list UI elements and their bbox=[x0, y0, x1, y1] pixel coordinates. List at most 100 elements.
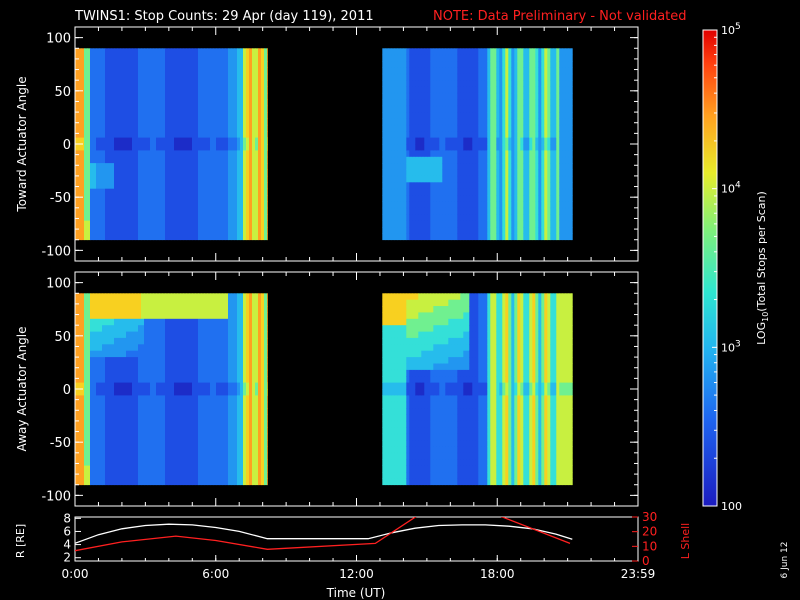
toward-heatmap-cell bbox=[153, 182, 157, 190]
toward-heatmap-cell bbox=[454, 188, 458, 196]
toward-heatmap-cell bbox=[406, 144, 410, 151]
toward-heatmap-cell bbox=[568, 163, 572, 170]
away-heatmap-cell bbox=[96, 325, 100, 332]
toward-heatmap-cell bbox=[547, 188, 551, 196]
toward-heatmap-cell bbox=[243, 61, 247, 68]
toward-heatmap-cell bbox=[439, 188, 443, 196]
away-heatmap-cell bbox=[105, 395, 109, 403]
toward-heatmap-cell bbox=[457, 131, 461, 138]
toward-heatmap-cell bbox=[445, 137, 449, 145]
toward-heatmap-cell bbox=[171, 188, 175, 196]
away-heatmap-cell bbox=[90, 395, 94, 403]
away-heatmap-cell bbox=[171, 306, 175, 313]
toward-heatmap-cell bbox=[249, 182, 253, 190]
away-heatmap-cell bbox=[75, 357, 79, 364]
away-heatmap-cell bbox=[96, 382, 100, 390]
away-heatmap-cell bbox=[81, 427, 85, 435]
away-heatmap-cell bbox=[165, 459, 169, 466]
toward-heatmap-cell bbox=[421, 201, 425, 209]
toward-heatmap-cell bbox=[427, 86, 431, 94]
toward-heatmap-cell bbox=[469, 214, 473, 221]
toward-heatmap-cell bbox=[165, 220, 169, 228]
toward-heatmap-cell bbox=[403, 131, 407, 138]
toward-heatmap-cell bbox=[415, 99, 419, 107]
toward-heatmap-cell bbox=[391, 67, 395, 75]
toward-heatmap-cell bbox=[264, 61, 268, 68]
toward-heatmap-cell bbox=[207, 233, 211, 241]
toward-heatmap-cell bbox=[141, 118, 145, 126]
toward-heatmap-cell bbox=[198, 227, 202, 234]
toward-heatmap-cell bbox=[517, 137, 521, 145]
away-heatmap-cell bbox=[102, 420, 106, 428]
toward-heatmap-cell bbox=[126, 48, 130, 56]
toward-heatmap-cell bbox=[499, 48, 503, 56]
toward-heatmap-cell bbox=[249, 48, 253, 56]
toward-heatmap-cell bbox=[255, 163, 259, 170]
toward-heatmap-cell bbox=[424, 201, 428, 209]
toward-heatmap-cell bbox=[87, 201, 91, 209]
toward-heatmap-cell bbox=[216, 137, 220, 145]
toward-heatmap-cell bbox=[240, 73, 244, 81]
toward-heatmap-cell bbox=[135, 214, 139, 221]
away-heatmap-cell bbox=[171, 408, 175, 415]
toward-heatmap-cell bbox=[400, 188, 404, 196]
toward-heatmap-cell bbox=[553, 195, 557, 202]
toward-heatmap-cell bbox=[517, 175, 521, 183]
toward-heatmap-cell bbox=[475, 201, 479, 209]
toward-heatmap-cell bbox=[511, 124, 515, 132]
toward-heatmap-cell bbox=[412, 124, 416, 132]
away-heatmap-cell bbox=[144, 389, 148, 396]
toward-heatmap-cell bbox=[201, 112, 205, 119]
toward-heatmap-cell bbox=[123, 182, 127, 190]
toward-heatmap-cell bbox=[258, 150, 262, 158]
toward-heatmap-cell bbox=[385, 105, 389, 113]
toward-heatmap-cell bbox=[487, 144, 491, 151]
away-heatmap-cell bbox=[78, 478, 82, 486]
toward-heatmap-cell bbox=[568, 73, 572, 81]
toward-heatmap-cell bbox=[424, 227, 428, 234]
away-heatmap-cell bbox=[141, 472, 145, 479]
toward-heatmap-cell bbox=[75, 182, 79, 190]
toward-heatmap-cell bbox=[433, 220, 437, 228]
toward-heatmap-cell bbox=[186, 61, 190, 68]
toward-heatmap-cell bbox=[114, 169, 118, 177]
toward-heatmap-cell bbox=[261, 144, 265, 151]
toward-heatmap-cell bbox=[508, 105, 512, 113]
toward-heatmap-cell bbox=[267, 54, 268, 62]
toward-heatmap-cell bbox=[87, 175, 91, 183]
toward-heatmap-cell bbox=[520, 67, 524, 75]
toward-heatmap-cell bbox=[261, 201, 265, 209]
toward-heatmap-cell bbox=[394, 182, 398, 190]
toward-ylabel: Toward Actuator Angle bbox=[15, 76, 29, 212]
toward-heatmap-cell bbox=[108, 220, 112, 228]
toward-heatmap-cell bbox=[385, 80, 389, 87]
toward-heatmap-cell bbox=[81, 67, 85, 75]
toward-heatmap-cell bbox=[201, 214, 205, 221]
toward-heatmap-cell bbox=[385, 163, 389, 170]
toward-heatmap-cell bbox=[183, 131, 187, 138]
toward-heatmap-cell bbox=[526, 67, 530, 75]
toward-heatmap-cell bbox=[547, 105, 551, 113]
toward-heatmap-cell bbox=[406, 169, 410, 177]
toward-heatmap-cell bbox=[144, 131, 148, 138]
toward-heatmap-cell bbox=[499, 220, 503, 228]
toward-heatmap-cell bbox=[96, 175, 100, 183]
away-heatmap-cell bbox=[84, 452, 88, 460]
away-heatmap-cell bbox=[111, 408, 115, 415]
toward-heatmap-cell bbox=[451, 201, 455, 209]
toward-heatmap-cell bbox=[556, 73, 560, 81]
toward-heatmap-cell bbox=[502, 214, 506, 221]
away-heatmap-cell bbox=[126, 382, 130, 390]
toward-heatmap-cell bbox=[433, 156, 437, 164]
toward-heatmap-cell bbox=[108, 48, 112, 56]
toward-heatmap-cell bbox=[123, 195, 127, 202]
toward-heatmap-cell bbox=[87, 92, 91, 100]
away-heatmap-cell bbox=[135, 459, 139, 466]
toward-heatmap-cell bbox=[138, 131, 142, 138]
toward-heatmap-cell bbox=[406, 156, 410, 164]
away-heatmap-cell bbox=[105, 440, 109, 447]
toward-heatmap-cell bbox=[562, 137, 566, 145]
toward-heatmap-cell bbox=[195, 175, 199, 183]
toward-heatmap-cell bbox=[403, 99, 407, 107]
toward-heatmap-cell bbox=[556, 150, 560, 158]
